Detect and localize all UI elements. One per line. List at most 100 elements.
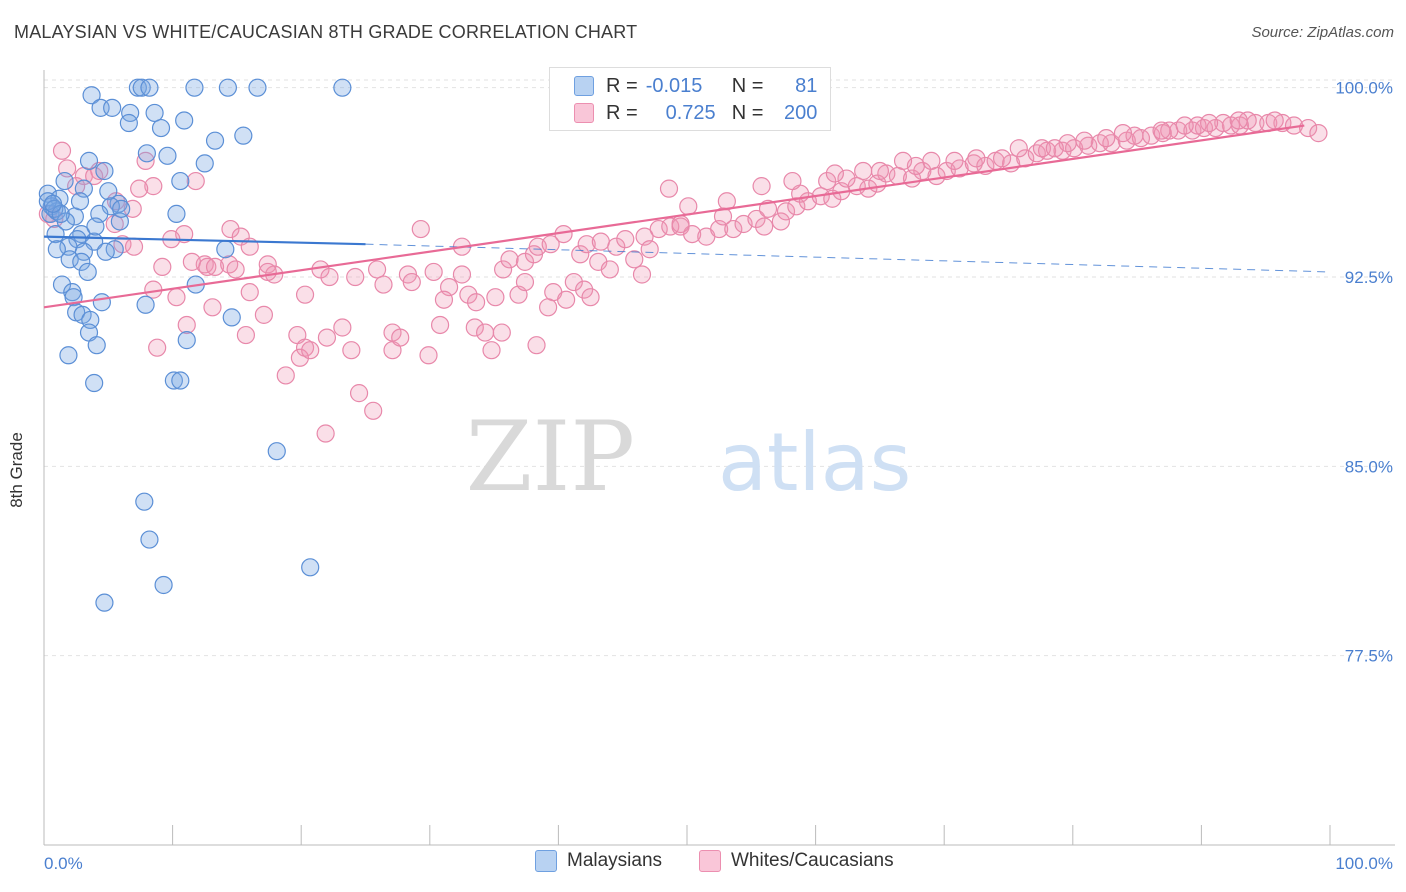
- data-point-whites: [1229, 111, 1248, 130]
- data-point-whites: [182, 252, 201, 271]
- data-point-whites: [1045, 139, 1064, 158]
- data-point-whites: [893, 151, 913, 170]
- legend-n-value: 81: [795, 74, 818, 97]
- data-point-malaysians: [195, 154, 214, 173]
- data-point-malaysians: [78, 262, 97, 282]
- data-point-malaysians: [92, 293, 111, 312]
- data-point-whites: [527, 336, 546, 355]
- y-tick-label: 92.5%: [1345, 268, 1393, 287]
- legend-item-malaysians: Malaysians: [535, 850, 662, 872]
- data-point-whites: [434, 290, 454, 309]
- data-point-whites: [591, 232, 610, 251]
- data-point-malaysians: [47, 240, 66, 259]
- data-point-whites: [105, 214, 124, 234]
- data-point-malaysians: [51, 204, 70, 223]
- data-point-whites: [153, 257, 172, 277]
- data-point-malaysians: [137, 144, 156, 163]
- data-point-malaysians: [70, 192, 90, 211]
- data-point-whites: [203, 298, 222, 317]
- data-point-malaysians: [185, 78, 204, 97]
- data-point-whites: [1097, 129, 1116, 148]
- data-point-malaysians: [59, 346, 78, 365]
- legend-n-label: N =: [731, 101, 764, 124]
- data-point-whites: [124, 237, 144, 256]
- data-point-malaysians: [82, 86, 101, 105]
- data-point-whites: [683, 224, 702, 244]
- legend-label-malaysians: Malaysians: [567, 850, 663, 871]
- data-point-malaysians: [85, 373, 104, 393]
- data-point-whites: [640, 240, 659, 259]
- data-point-whites: [136, 151, 155, 170]
- data-point-whites: [482, 341, 501, 360]
- data-point-whites: [364, 401, 383, 420]
- data-point-whites: [419, 346, 438, 365]
- data-point-whites: [186, 171, 205, 191]
- data-point-malaysians: [140, 530, 159, 549]
- data-point-whites: [258, 262, 277, 282]
- axes: [43, 70, 1395, 846]
- data-point-whites: [679, 197, 698, 216]
- data-point-malaysians: [79, 151, 99, 170]
- data-point-whites: [374, 275, 393, 294]
- legend-r-label: R =: [606, 101, 638, 124]
- data-point-whites: [752, 177, 771, 196]
- data-point-whites: [1009, 139, 1028, 158]
- data-point-whites: [1102, 134, 1121, 153]
- data-point-whites: [945, 151, 964, 170]
- data-point-malaysians: [158, 146, 177, 165]
- x-tick-labels: 0.0% 100.0%: [44, 854, 1393, 873]
- data-point-whites: [276, 366, 295, 385]
- data-point-whites: [713, 207, 733, 226]
- data-point-whites: [1188, 116, 1207, 135]
- data-point-whites: [724, 219, 743, 239]
- legend-r-label: R =: [606, 74, 638, 97]
- data-point-whites: [402, 272, 421, 292]
- data-point-whites: [391, 328, 410, 347]
- data-point-whites: [771, 212, 790, 231]
- data-point-whites: [659, 179, 679, 198]
- data-point-whites: [240, 283, 259, 302]
- data-point-malaysians: [112, 199, 131, 218]
- y-tick-label: 77.5%: [1345, 647, 1393, 666]
- data-point-whites: [755, 217, 774, 236]
- data-point-malaysians: [96, 242, 115, 261]
- data-point-whites: [577, 235, 596, 254]
- data-point-whites: [557, 290, 576, 309]
- data-point-malaysians: [205, 131, 225, 150]
- trend-lines: [43, 124, 1331, 309]
- data-point-whites: [226, 260, 245, 279]
- data-point-whites: [992, 149, 1012, 168]
- data-point-whites: [486, 288, 505, 307]
- data-point-whites: [177, 315, 196, 335]
- data-point-whites: [295, 285, 315, 304]
- data-point-malaysians: [154, 575, 173, 595]
- data-point-malaysians: [145, 103, 164, 123]
- watermark-zip: ZIP: [466, 401, 635, 513]
- data-point-whites: [258, 255, 277, 274]
- data-point-whites: [632, 265, 652, 284]
- grid-lines: [44, 79, 1395, 657]
- data-point-malaysians: [72, 252, 91, 271]
- data-point-whites: [564, 272, 583, 292]
- data-point-whites: [776, 202, 796, 221]
- data-point-malaysians: [132, 78, 151, 97]
- data-point-whites: [466, 293, 486, 312]
- data-point-whites: [465, 318, 484, 337]
- data-point-whites: [205, 257, 225, 277]
- legend-n-value: 200: [784, 101, 818, 124]
- data-point-malaysians: [38, 192, 57, 211]
- data-point-malaysians: [167, 204, 186, 223]
- watermark-atlas: atlas: [718, 416, 911, 509]
- data-point-whites: [870, 161, 890, 181]
- data-point-malaysians: [55, 171, 74, 191]
- data-point-whites: [1265, 111, 1284, 130]
- legend-r-value: -0.015: [645, 74, 703, 97]
- data-point-malaysians: [52, 275, 72, 294]
- data-point-whites: [964, 154, 983, 173]
- legend-item-whites: Whites/Caucasians: [699, 850, 894, 872]
- data-point-whites: [342, 341, 361, 360]
- data-point-whites: [290, 348, 310, 367]
- data-point-malaysians: [135, 492, 154, 511]
- legend-swatch-malaysians: [535, 850, 557, 872]
- data-point-whites: [301, 341, 320, 360]
